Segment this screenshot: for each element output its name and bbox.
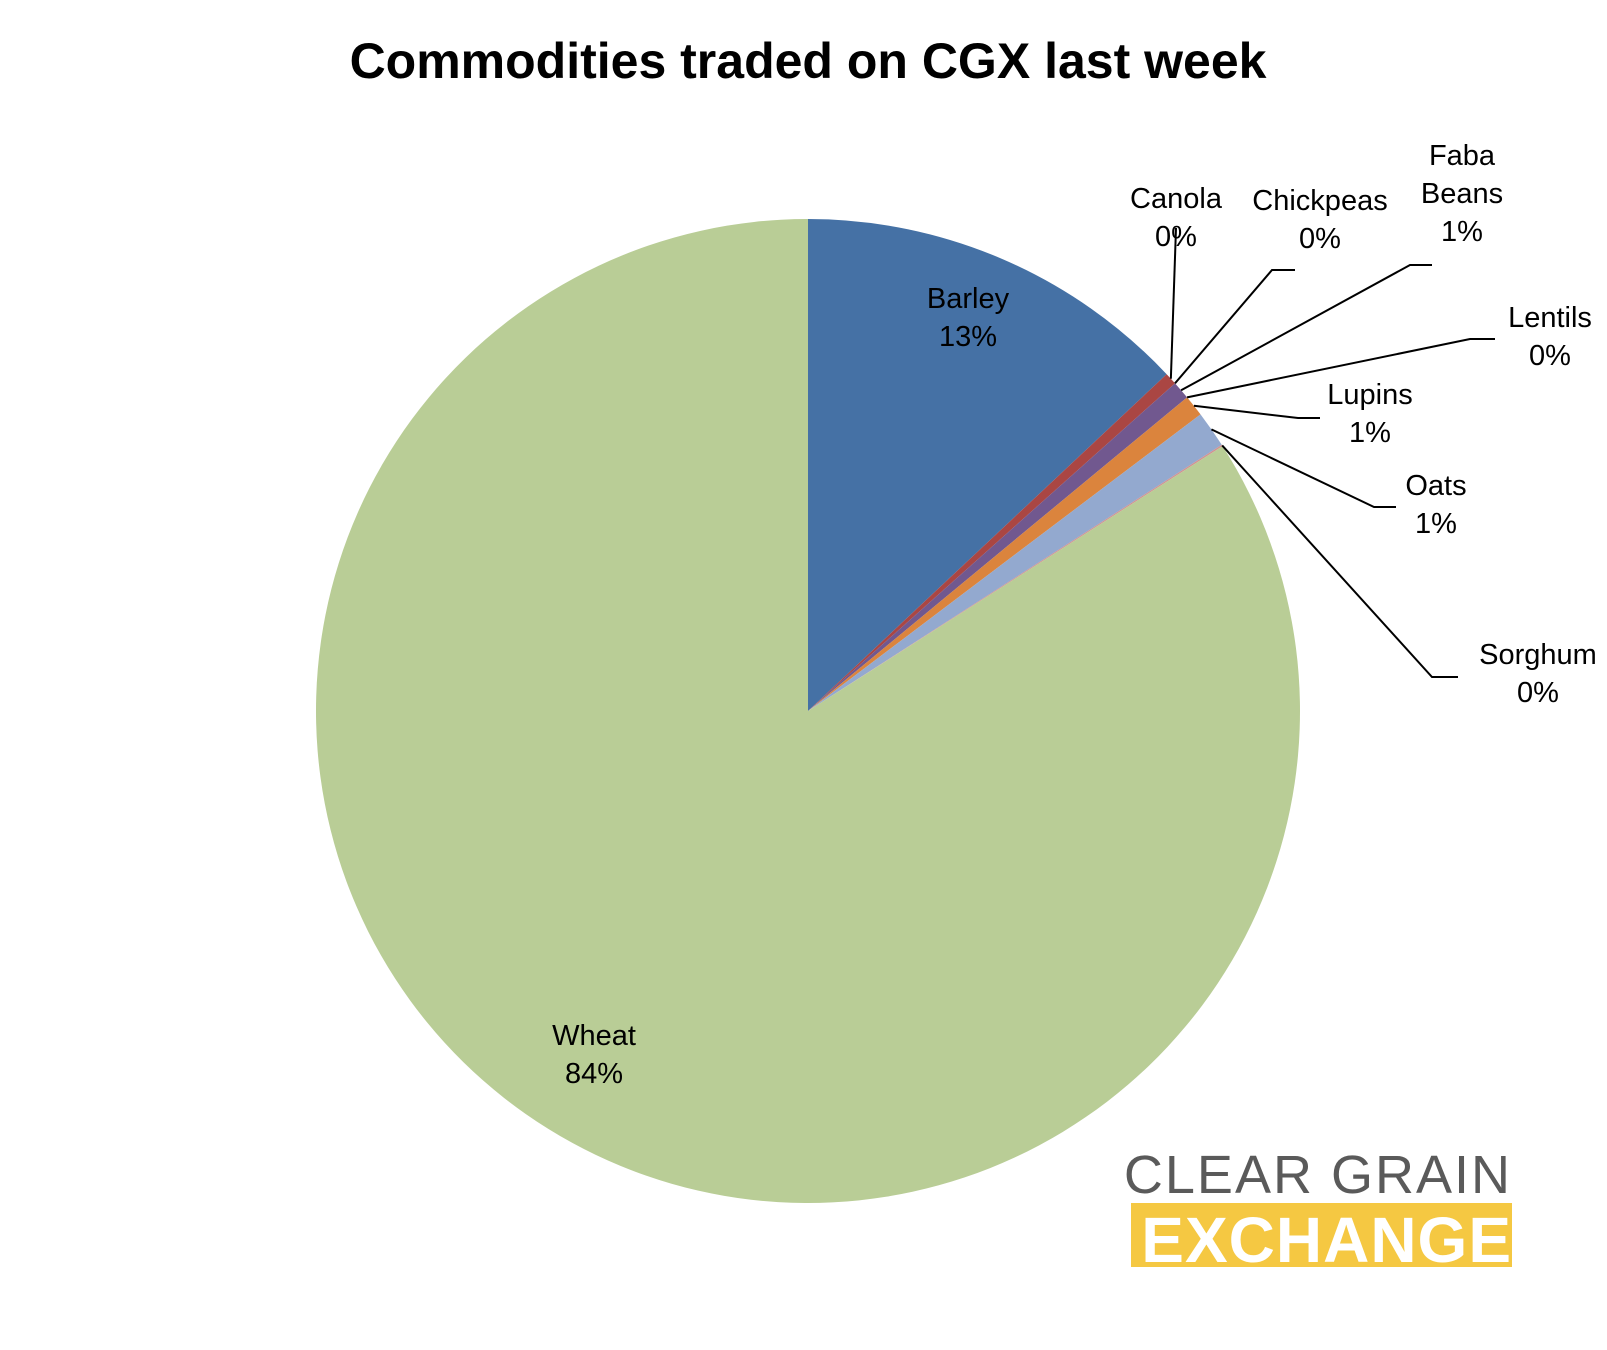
data-label-faba-beans: Faba Beans 1% xyxy=(1421,140,1503,248)
logo-band xyxy=(1131,1203,1512,1267)
pie-slices xyxy=(315,219,1300,1203)
pie-slice-sorghum xyxy=(808,444,1223,711)
pie-slice-lupins xyxy=(808,397,1201,711)
leader-line-lupins xyxy=(1193,404,1320,419)
data-label-sorghum: Sorghum 0% xyxy=(1479,639,1597,709)
data-label-barley: Barley 13% xyxy=(927,283,1010,353)
pie-slice-barley xyxy=(808,219,1167,711)
chart-title: Commodities traded on CGX last week xyxy=(350,33,1267,89)
data-label-lupins: Lupins 1% xyxy=(1327,379,1412,449)
leader-line-lentils xyxy=(1186,338,1495,399)
leader-line-chickpeas xyxy=(1174,269,1295,384)
leader-line-canola xyxy=(1169,227,1177,379)
data-label-oats: Oats 1% xyxy=(1405,470,1466,540)
pie-slice-canola xyxy=(808,374,1176,711)
data-labels: Barley 13%Canola 0%Chickpeas 0%Faba Beans 1%L… xyxy=(552,140,1597,1090)
data-label-wheat: Wheat 84% xyxy=(552,1020,636,1090)
pie-slice-faba-beans xyxy=(808,383,1188,711)
data-label-chickpeas: Chickpeas 0% xyxy=(1252,185,1387,255)
pie-slice-oats xyxy=(808,414,1222,711)
leader-line-oats xyxy=(1210,428,1396,508)
clear-grain-exchange-logo: CLEAR GRAIN EXCHANGE xyxy=(1124,1145,1512,1276)
leader-lines xyxy=(1169,227,1495,678)
data-label-lentils: Lentils 0% xyxy=(1508,302,1592,372)
pie-slice-wheat xyxy=(315,219,1300,1203)
logo-line1: CLEAR GRAIN xyxy=(1124,1145,1512,1205)
data-label-canola: Canola 0% xyxy=(1130,183,1223,253)
logo-line2: EXCHANGE xyxy=(1141,1204,1512,1276)
leader-line-faba-beans xyxy=(1180,264,1432,392)
leader-line-sorghum xyxy=(1221,444,1458,678)
